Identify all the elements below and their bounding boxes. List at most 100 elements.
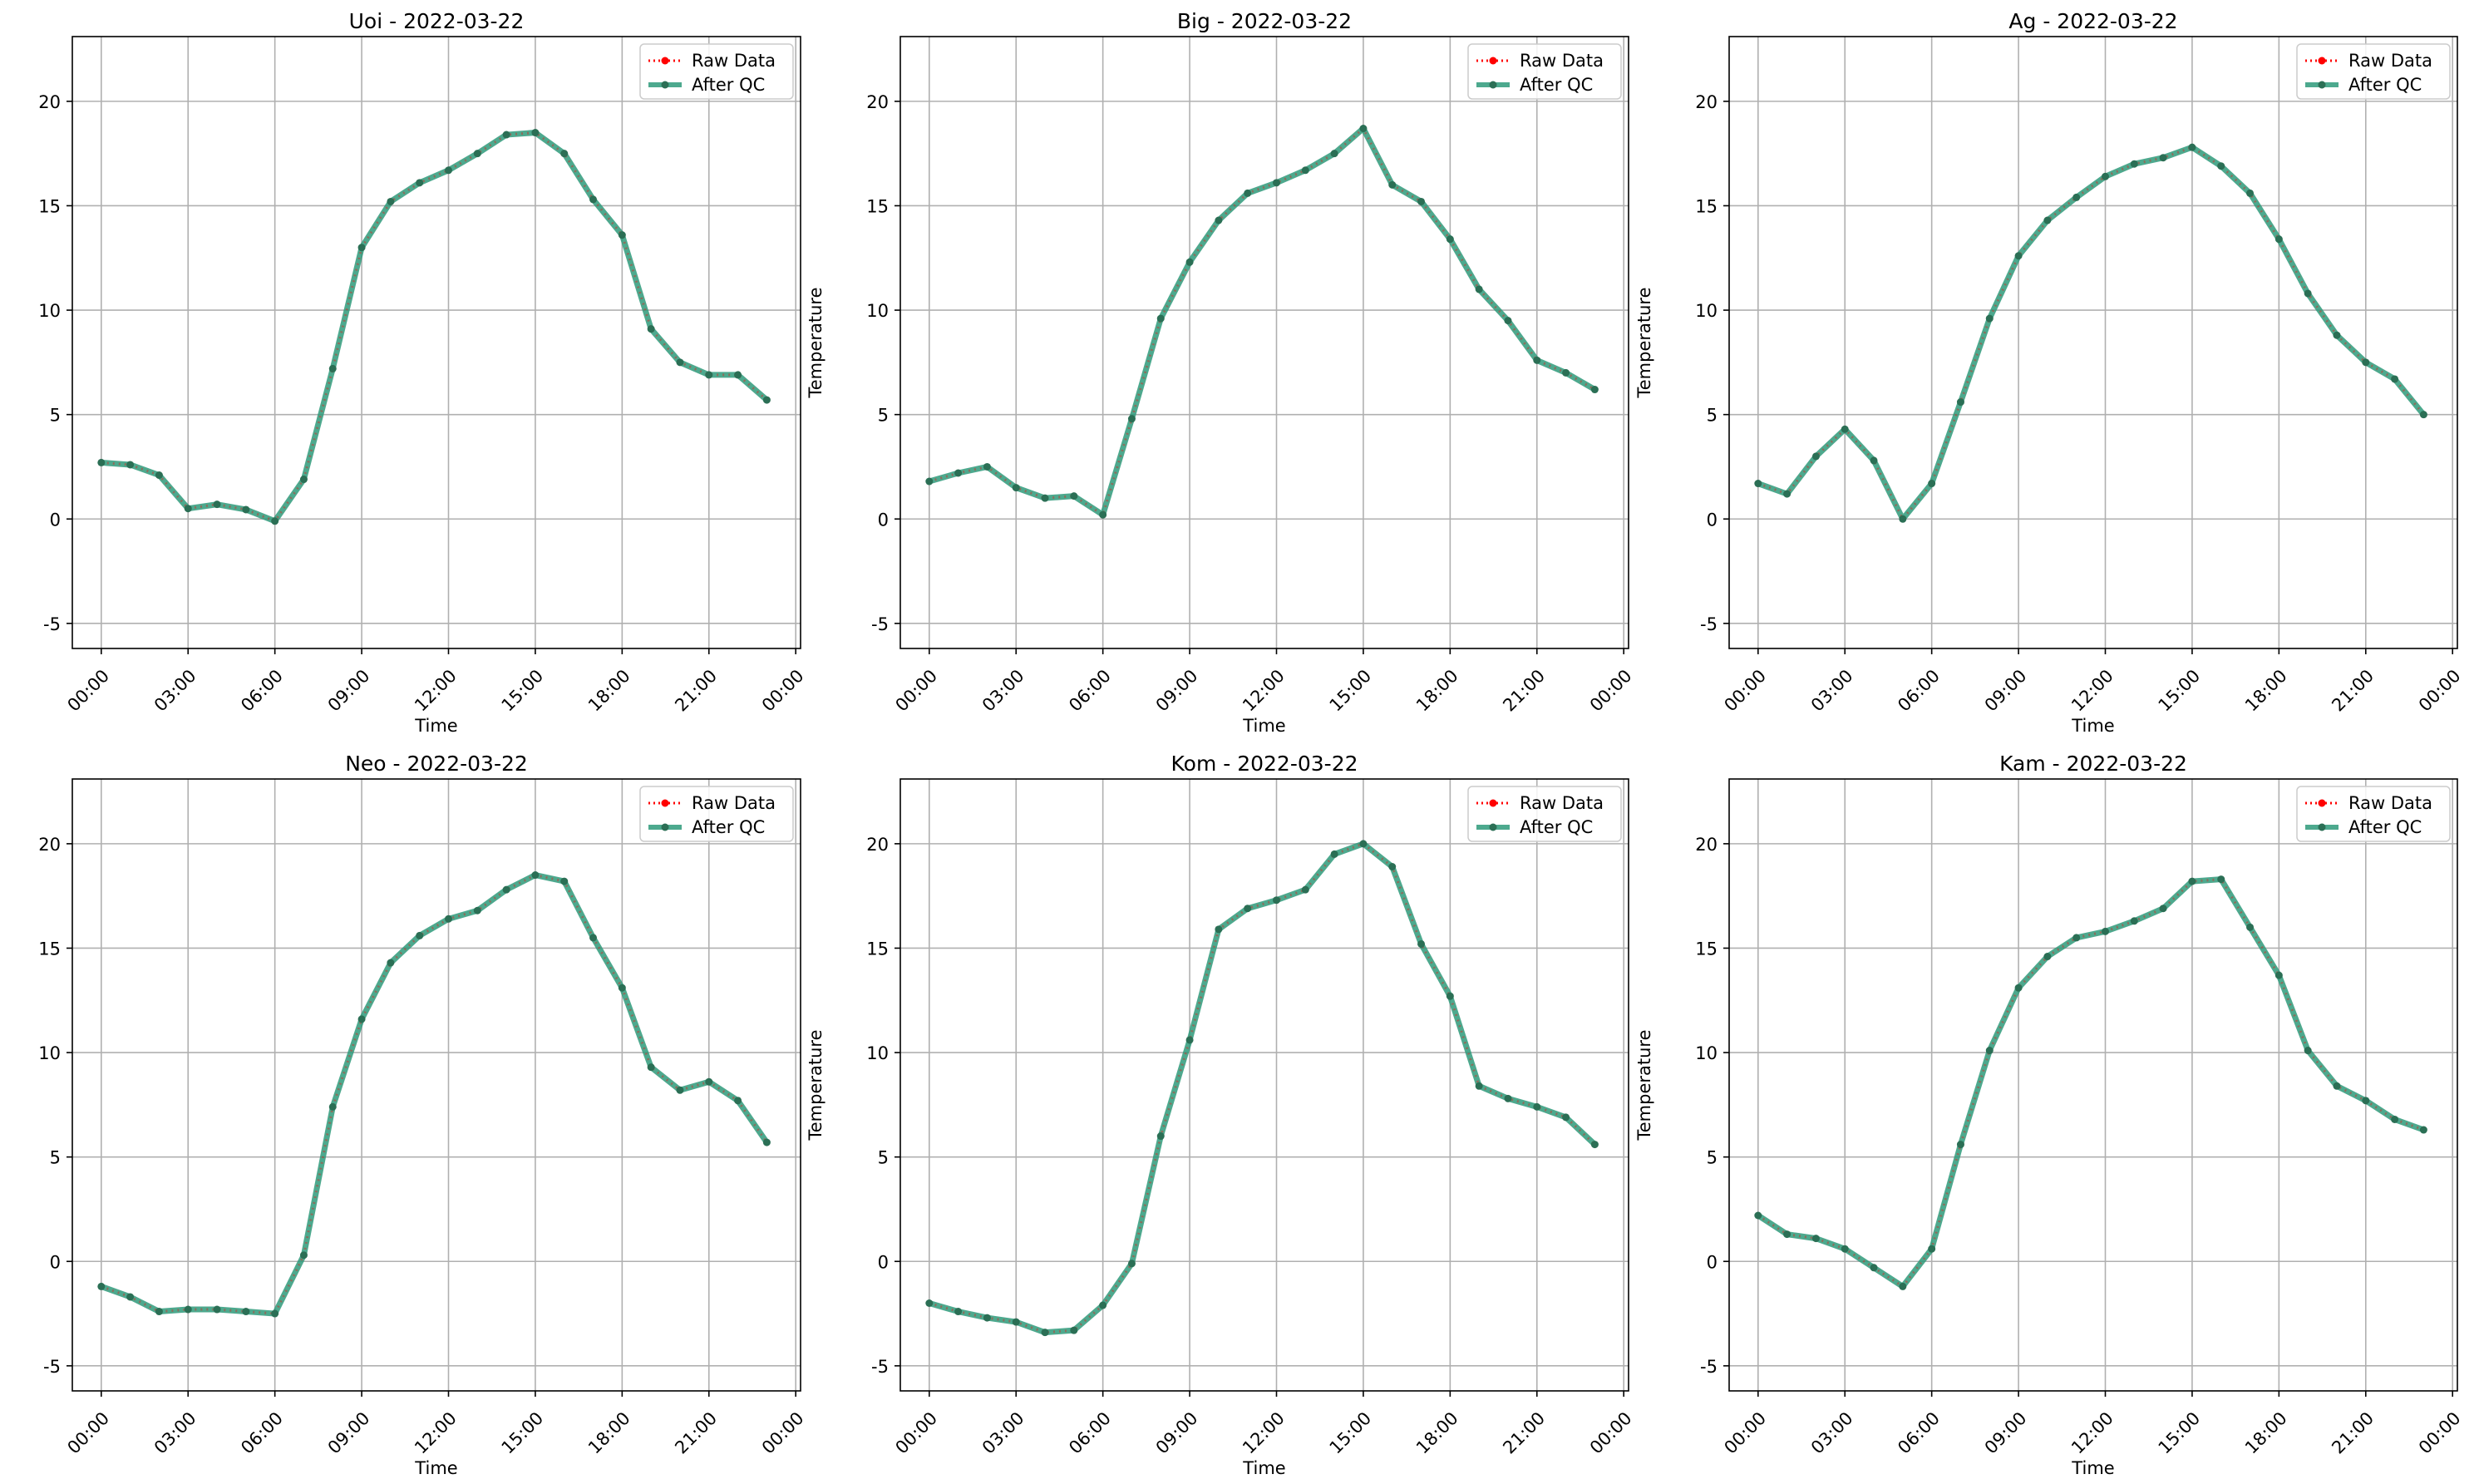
data-point [1446,235,1454,244]
data-point [473,906,481,915]
series-line-raw-data [929,126,1596,517]
x-tick-label: 12:00 [1239,666,1289,716]
data-point [1388,180,1397,189]
data-point [1244,905,1252,913]
subplot-title: Kom - 2022-03-22 [1171,752,1358,776]
subplot: -5 0 5 10 15 20 00:00 03:00 06:00 09:00 12:00 15:00… [1634,752,2465,1478]
y-axis-label: Temperature [806,287,826,398]
data-point [1215,925,1223,934]
y-axis-label: Temperature [806,1029,826,1141]
series-line-raw-data [101,873,768,1315]
data-point [1301,885,1309,894]
data-point [1244,189,1252,197]
axes-frame [1728,778,2458,1392]
data-point [1012,1318,1020,1326]
data-point [647,325,655,333]
data-point [2419,411,2427,419]
data-point [1388,863,1397,871]
data-point [1330,850,1338,858]
legend-label-qc: After QC [1520,817,1593,837]
data-point [271,1309,279,1318]
legend-label-raw: Raw Data [1520,793,1604,813]
y-tick-label: -5 [871,1357,889,1377]
data-point [954,1308,963,1316]
series-line-after-qc [1755,876,2427,1289]
subplot: -5 0 5 10 15 20 00:00 03:00 06:00 09:00 12:00 15:00… [38,9,807,736]
data-point [126,461,135,469]
x-axis-label: Time [2071,1458,2114,1478]
data-point [2246,189,2255,197]
x-tick-label: 00:00 [2415,666,2465,716]
data-point [2274,971,2283,979]
y-tick-label: 0 [50,1252,61,1272]
data-point [2130,917,2138,925]
data-point [2188,143,2196,151]
data-point [1754,480,1762,488]
x-tick-label: 12:00 [411,1408,461,1458]
data-point [2391,1115,2399,1123]
data-point [2304,289,2312,298]
legend-marker-raw [2318,57,2326,65]
data-point [531,871,540,880]
data-point [1156,1132,1165,1141]
legend: Raw Data After QC [1467,43,1622,100]
y-tick-label: 10 [866,1043,889,1063]
data-point [97,1282,106,1290]
data-point [1417,197,1426,205]
data-point [2419,1126,2427,1134]
series-line-raw-data [101,131,768,523]
series-line-raw-data [1757,145,2425,522]
data-point [213,500,221,509]
subplot-title: Uoi - 2022-03-22 [349,9,525,33]
data-point [1475,1082,1483,1090]
data-point [299,476,308,484]
x-tick-label: 03:00 [1807,666,1857,716]
x-tick-label: 18:00 [584,666,634,716]
x-tick-label: 15:00 [1326,666,1376,716]
data-point [1070,1326,1078,1334]
data-point [97,458,106,466]
data-point [1562,1113,1570,1122]
legend: Raw Data After QC [1467,786,1622,842]
data-point [762,396,771,404]
data-point [1041,1329,1049,1337]
data-point [2102,172,2110,180]
legend-marker-qc [661,81,669,89]
x-tick-label: 06:00 [1894,1408,1944,1458]
data-point [1811,452,1820,461]
x-axis-label: Time [414,716,457,736]
x-axis-label: Time [2071,716,2114,736]
data-point [328,1102,337,1111]
legend-marker-qc [1489,81,1497,89]
data-point [762,1138,771,1146]
subplot-title: Neo - 2022-03-22 [345,752,528,776]
series-line-after-qc [98,130,770,525]
data-point [1273,896,1281,905]
x-tick-label: 00:00 [63,666,113,716]
y-tick-label: 0 [878,1252,889,1272]
y-tick-label: 20 [866,92,889,112]
y-tick-label: 20 [1695,835,1718,855]
data-point [1359,840,1368,848]
legend-label-raw: Raw Data [1520,51,1604,71]
y-tick-label: 10 [1695,1043,1718,1063]
x-tick-label: 09:00 [324,1408,374,1458]
x-tick-label: 03:00 [978,1408,1028,1458]
data-point [2014,252,2023,260]
axes-frame [899,36,1629,649]
data-point [2362,358,2370,367]
data-point [387,197,395,205]
x-tick-label: 06:00 [1065,666,1115,716]
data-point [1811,1235,1820,1243]
data-point [2246,923,2255,931]
data-point [1899,515,1907,523]
x-tick-label: 18:00 [2241,1408,2291,1458]
x-axis-label: Time [1242,1458,1285,1478]
data-point [242,505,250,514]
data-point [502,131,510,139]
x-tick-label: 03:00 [1807,1408,1857,1458]
data-point [445,915,453,923]
x-tick-label: 00:00 [1720,1408,1770,1458]
data-point [983,1314,991,1322]
data-point [1475,285,1483,293]
